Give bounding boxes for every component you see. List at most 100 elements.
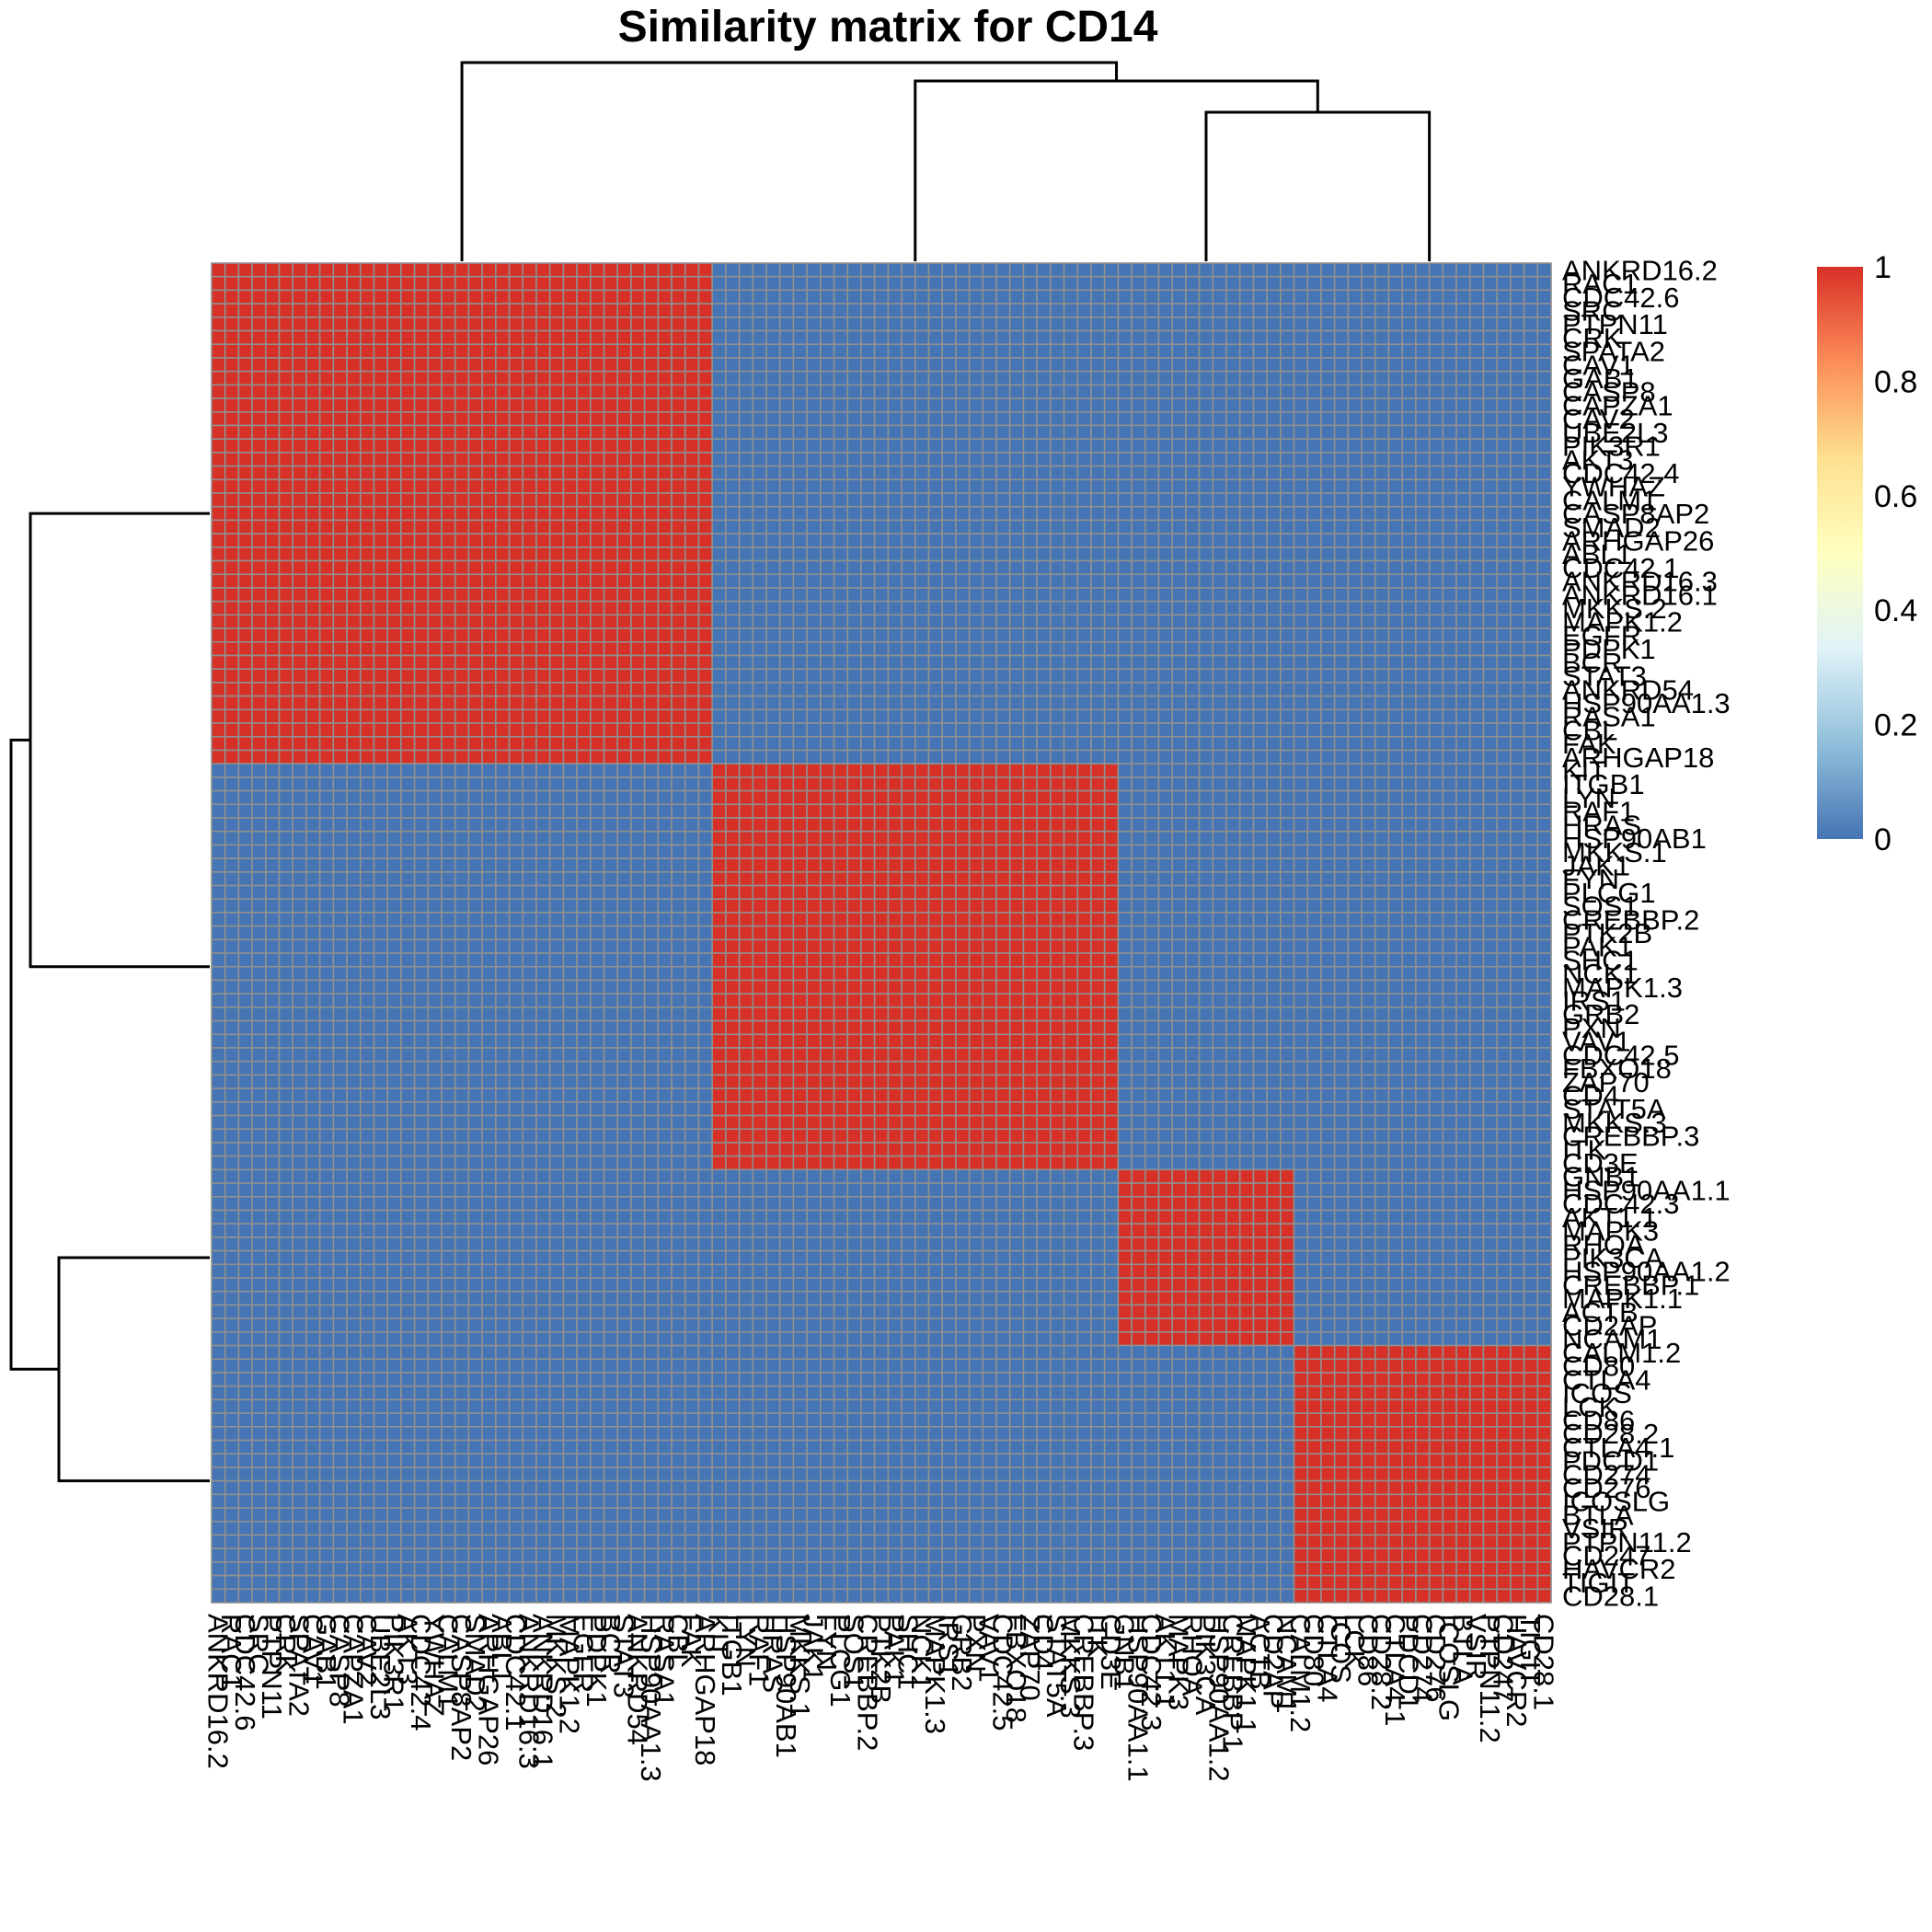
heatmap-cell: [1212, 789, 1227, 806]
heatmap-cell: [332, 925, 348, 941]
heatmap-cell: [792, 410, 808, 427]
heatmap-cell: [1076, 871, 1092, 887]
heatmap-cell: [265, 303, 281, 318]
heatmap-cell: [1280, 749, 1295, 765]
heatmap-cell: [792, 519, 808, 535]
heatmap-cell: [400, 627, 416, 643]
heatmap-cell: [548, 898, 565, 914]
heatmap-cell: [265, 789, 281, 806]
heatmap-cell: [1468, 370, 1485, 386]
heatmap-cell: [1374, 898, 1390, 914]
heatmap-cell: [481, 329, 497, 346]
heatmap-cell: [860, 587, 876, 603]
heatmap-cell: [1415, 912, 1431, 927]
heatmap-cell: [1510, 898, 1525, 914]
heatmap-cell: [1536, 857, 1552, 873]
heatmap-cell: [846, 749, 862, 765]
heatmap-cell: [873, 925, 890, 941]
heatmap-cell: [292, 275, 307, 292]
heatmap-cell: [1238, 357, 1255, 373]
heatmap-cell: [914, 871, 930, 887]
heatmap-cell: [211, 938, 226, 954]
heatmap-cell: [562, 844, 578, 859]
heatmap-cell: [616, 519, 632, 535]
heatmap-cell: [1131, 600, 1146, 616]
heatmap-cell: [1185, 587, 1201, 603]
heatmap-cell: [1536, 722, 1552, 738]
heatmap-cell: [603, 275, 619, 292]
heatmap-cell: [806, 384, 822, 399]
heatmap-cell: [251, 763, 267, 778]
heatmap-cell: [1171, 329, 1187, 346]
heatmap-cell: [1171, 830, 1187, 846]
heatmap-cell: [616, 682, 632, 697]
heatmap-cell: [535, 640, 551, 657]
heatmap-cell: [1212, 262, 1227, 278]
heatmap-cell: [224, 614, 240, 629]
heatmap-cell: [833, 614, 849, 629]
heatmap-cell: [589, 343, 605, 359]
heatmap-cell: [1008, 763, 1025, 778]
heatmap-cell: [1442, 465, 1457, 481]
heatmap-cell: [927, 262, 943, 278]
heatmap-cell: [1374, 912, 1390, 927]
heatmap-cell: [318, 857, 335, 873]
heatmap-cell: [562, 262, 578, 278]
heatmap-cell: [1455, 505, 1471, 522]
heatmap-cell: [630, 708, 646, 724]
heatmap-cell: [332, 546, 348, 562]
heatmap-cell: [1306, 912, 1322, 927]
heatmap-cell: [752, 357, 767, 373]
heatmap-cell: [1496, 912, 1512, 927]
heatmap-cell: [725, 735, 741, 752]
heatmap-cell: [778, 357, 795, 373]
heatmap-cell: [1090, 789, 1106, 806]
heatmap-cell: [603, 438, 619, 454]
heatmap-cell: [427, 857, 443, 873]
heatmap-cell: [914, 343, 930, 359]
heatmap-cell: [508, 316, 524, 332]
heatmap-cell: [1238, 884, 1255, 901]
heatmap-cell: [211, 505, 226, 522]
heatmap-cell: [1455, 316, 1471, 332]
heatmap-cell: [1523, 505, 1539, 522]
heatmap-cell: [1036, 289, 1052, 305]
heatmap-cell: [968, 654, 984, 671]
heatmap-cell: [522, 844, 537, 859]
heatmap-cell: [1225, 735, 1241, 752]
heatmap-cell: [1482, 722, 1498, 738]
heatmap-cell: [1347, 452, 1363, 467]
heatmap-cell: [1415, 627, 1431, 643]
heatmap-cell: [211, 789, 226, 806]
heatmap-cell: [1361, 735, 1376, 752]
heatmap-cell: [792, 938, 808, 954]
heatmap-cell: [400, 803, 416, 819]
heatmap-cell: [1131, 546, 1146, 562]
heatmap-cell: [643, 627, 660, 643]
heatmap-cell: [738, 871, 754, 887]
heatmap-cell: [1523, 898, 1539, 914]
heatmap-cell: [968, 844, 984, 859]
heatmap-cell: [901, 789, 916, 806]
heatmap-cell: [1036, 844, 1052, 859]
heatmap-cell: [1131, 492, 1146, 508]
heatmap-cell: [265, 708, 281, 724]
heatmap-cell: [1293, 452, 1309, 467]
heatmap-cell: [1050, 573, 1065, 589]
heatmap-cell: [1320, 533, 1336, 548]
heatmap-cell: [901, 844, 916, 859]
heatmap-cell: [589, 857, 605, 873]
heatmap-cell: [522, 262, 537, 278]
heatmap-cell: [616, 871, 632, 887]
heatmap-cell: [1415, 600, 1431, 616]
heatmap-cell: [1198, 925, 1214, 941]
heatmap-cell: [467, 546, 483, 562]
heatmap-cell: [1374, 830, 1390, 846]
heatmap-cell: [535, 817, 551, 833]
heatmap-cell: [1103, 343, 1120, 359]
heatmap-cell: [914, 749, 930, 765]
heatmap-cell: [1198, 316, 1214, 332]
heatmap-cell: [1036, 627, 1052, 643]
heatmap-cell: [1238, 303, 1255, 318]
heatmap-cell: [603, 925, 619, 941]
